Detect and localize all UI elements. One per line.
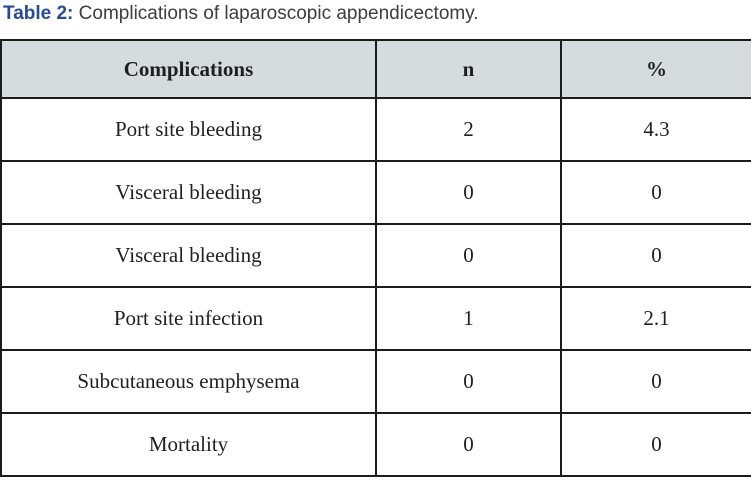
cell-n: 2 [375, 97, 562, 162]
cell-n: 0 [375, 349, 562, 414]
cell-percent: 0 [560, 412, 751, 477]
cell-percent: 0 [560, 223, 751, 288]
table-row: Mortality 0 0 [0, 412, 751, 477]
cell-n: 0 [375, 223, 562, 288]
cell-complication: Port site infection [0, 286, 377, 351]
header-cell-percent: % [560, 39, 751, 99]
cell-complication: Visceral bleeding [0, 223, 377, 288]
cell-n: 1 [375, 286, 562, 351]
table-row: Subcutaneous emphysema 0 0 [0, 349, 751, 414]
table-row: Visceral bleeding 0 0 [0, 160, 751, 225]
table-caption-text: Complications of laparoscopic appendicec… [73, 3, 479, 24]
cell-percent: 0 [560, 349, 751, 414]
cell-percent: 2.1 [560, 286, 751, 351]
header-cell-complications: Complications [0, 39, 377, 99]
cell-n: 0 [375, 160, 562, 225]
table-caption-label: Table 2: [3, 3, 74, 24]
cell-complication: Subcutaneous emphysema [0, 349, 377, 414]
cell-complication: Visceral bleeding [0, 160, 377, 225]
table-row: Visceral bleeding 0 0 [0, 223, 751, 288]
table-row: Port site infection 1 2.1 [0, 286, 751, 351]
cell-percent: 4.3 [560, 97, 751, 162]
table-row: Port site bleeding 2 4.3 [0, 97, 751, 162]
table-header-row: Complications n % [0, 39, 751, 99]
cell-n: 0 [375, 412, 562, 477]
cell-complication: Port site bleeding [0, 97, 377, 162]
table-caption: Table 2: Complications of laparoscopic a… [0, 0, 751, 26]
cell-complication: Mortality [0, 412, 377, 477]
header-cell-n: n [375, 39, 562, 99]
complications-table: Complications n % Port site bleeding 2 4… [0, 39, 751, 477]
cell-percent: 0 [560, 160, 751, 225]
